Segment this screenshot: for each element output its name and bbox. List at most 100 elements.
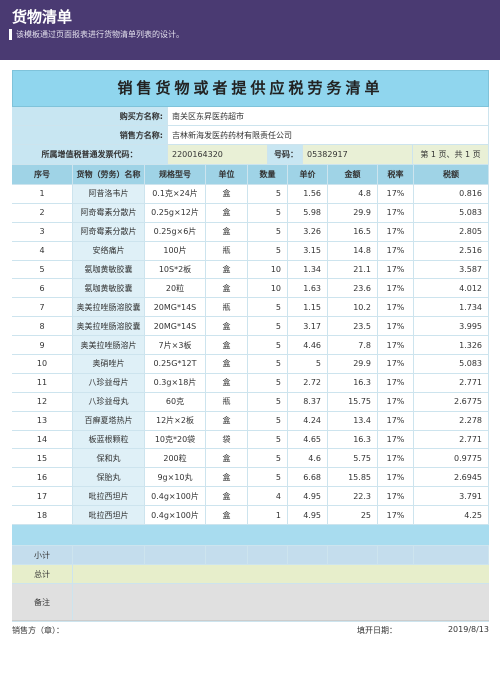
page-description: 该模板通过页面报表进行货物清单列表的设计。 bbox=[16, 30, 184, 39]
item-spec: 0.4g×100片 bbox=[145, 487, 206, 506]
item-amount: 16.3 bbox=[328, 373, 378, 392]
item-quantity: 5 bbox=[248, 317, 288, 336]
item-unit: 盒 bbox=[206, 279, 248, 298]
item-amount: 22.3 bbox=[328, 487, 378, 506]
item-quantity: 5 bbox=[248, 392, 288, 411]
item-unit-price: 1.63 bbox=[288, 279, 328, 298]
item-name: 阿昔洛韦片 bbox=[73, 185, 145, 203]
item-name: 吡拉西坦片 bbox=[73, 506, 145, 525]
item-tax-amount: 2.805 bbox=[414, 222, 489, 241]
item-unit: 瓶 bbox=[206, 241, 248, 260]
table-row: 6 氨咖黄敏胶囊 20粒盒 10 1.63 23.6 17% 4.012 bbox=[12, 279, 489, 299]
table-header: 序号 货物（劳务）名称 规格型号 单位 数量 单价 金额 税率 税额 bbox=[12, 165, 489, 185]
subtotal-cell bbox=[73, 546, 145, 565]
item-quantity: 5 bbox=[248, 222, 288, 241]
row-index: 18 bbox=[12, 506, 73, 525]
item-spec: 100片 bbox=[145, 241, 206, 260]
item-tax-amount: 5.083 bbox=[414, 355, 489, 373]
item-unit: 盒 bbox=[206, 468, 248, 487]
item-name: 阿奇霉素分散片 bbox=[73, 222, 145, 241]
item-unit: 瓶 bbox=[206, 392, 248, 411]
item-tax-amount: 4.012 bbox=[414, 279, 489, 298]
signature-footer: 销售方（章）： 填开日期： 2019/8/13 bbox=[12, 620, 489, 637]
item-unit: 盒 bbox=[206, 185, 248, 203]
item-tax-rate: 17% bbox=[378, 279, 414, 298]
table-row: 7 奥美拉唑肠溶胶囊 20MG*14S 瓶 5 1.15 10.2 17% 1.734 bbox=[12, 298, 489, 318]
item-tax-rate: 17% bbox=[378, 430, 414, 449]
item-quantity: 4 bbox=[248, 487, 288, 506]
item-amount: 23.6 bbox=[328, 279, 378, 298]
table-row: 11 八珍益母片 0.3g×18片盒 5 2.72 16.3 17% 2.771 bbox=[12, 373, 489, 393]
item-unit: 盒 bbox=[206, 336, 248, 355]
row-index: 16 bbox=[12, 468, 73, 487]
item-name: 氨咖黄敏胶囊 bbox=[73, 260, 145, 279]
item-amount: 15.85 bbox=[328, 468, 378, 487]
buyer-label: 购买方名称: bbox=[12, 107, 168, 125]
item-unit: 盒 bbox=[206, 506, 248, 525]
item-quantity: 10 bbox=[248, 260, 288, 279]
item-unit-price: 4.95 bbox=[288, 487, 328, 506]
remark-row: 备注 bbox=[12, 584, 489, 623]
table-row: 10 奥硝唑片 0.25G*12T 盒 5 5 29.9 17% 5.083 bbox=[12, 355, 489, 374]
item-amount: 10.2 bbox=[328, 298, 378, 317]
item-name: 奥美拉唑肠溶胶囊 bbox=[73, 317, 145, 336]
item-unit: 袋 bbox=[206, 430, 248, 449]
item-amount: 21.1 bbox=[328, 260, 378, 279]
subtotal-cell bbox=[248, 546, 288, 565]
item-unit-price: 8.37 bbox=[288, 392, 328, 411]
item-name: 阿奇霉素分散片 bbox=[73, 203, 145, 222]
item-spec: 0.25g×6片 bbox=[145, 222, 206, 241]
item-unit-price: 5.98 bbox=[288, 203, 328, 222]
issue-date-value: 2019/8/13 bbox=[447, 625, 489, 634]
item-amount: 29.9 bbox=[328, 203, 378, 222]
item-unit: 盒 bbox=[206, 260, 248, 279]
subtotal-cell bbox=[328, 546, 378, 565]
item-quantity: 5 bbox=[248, 430, 288, 449]
item-amount: 16.3 bbox=[328, 430, 378, 449]
total-cell bbox=[73, 565, 489, 583]
item-spec: 20MG*14S bbox=[145, 317, 206, 336]
item-name: 奥美拉唑肠溶片 bbox=[73, 336, 145, 355]
item-tax-amount: 3.995 bbox=[414, 317, 489, 336]
header-unit: 单位 bbox=[206, 165, 248, 184]
item-tax-amount: 3.587 bbox=[414, 260, 489, 279]
table-row: 14 板蓝根颗粒 10克*20袋袋 5 4.65 16.3 17% 2.771 bbox=[12, 430, 489, 450]
item-quantity: 5 bbox=[248, 449, 288, 468]
item-unit-price: 3.17 bbox=[288, 317, 328, 336]
table-row: 5 氨咖黄敏胶囊 10S*2板盒 10 1.34 21.1 17% 3.587 bbox=[12, 260, 489, 280]
document-title: 销售货物或者提供应税劳务清单 bbox=[12, 70, 489, 107]
item-tax-amount: 0.9775 bbox=[414, 449, 489, 468]
item-spec: 7片×3板 bbox=[145, 336, 206, 355]
item-unit: 盒 bbox=[206, 373, 248, 392]
item-name: 八珍益母片 bbox=[73, 373, 145, 392]
header-spec: 规格型号 bbox=[145, 165, 206, 184]
item-amount: 16.5 bbox=[328, 222, 378, 241]
item-tax-amount: 2.771 bbox=[414, 430, 489, 449]
remark-cell bbox=[73, 584, 489, 621]
description-marker bbox=[9, 29, 12, 40]
issue-date-label: 填开日期： bbox=[357, 626, 397, 635]
item-tax-amount: 4.25 bbox=[414, 506, 489, 525]
item-unit-price: 3.26 bbox=[288, 222, 328, 241]
total-row: 总计 bbox=[12, 565, 489, 585]
invoice-code-value: 2200164320 bbox=[168, 145, 268, 164]
row-index: 8 bbox=[12, 317, 73, 336]
item-name: 奥硝唑片 bbox=[73, 355, 145, 373]
item-quantity: 5 bbox=[248, 373, 288, 392]
item-tax-rate: 17% bbox=[378, 298, 414, 317]
row-index: 4 bbox=[12, 241, 73, 260]
item-tax-rate: 17% bbox=[378, 355, 414, 373]
table-row: 4 安络痛片 100片瓶 5 3.15 14.8 17% 2.516 bbox=[12, 241, 489, 261]
blank-row bbox=[12, 525, 489, 547]
invoice-number-label: 号码： bbox=[268, 145, 303, 164]
item-name: 吡拉西坦片 bbox=[73, 487, 145, 506]
row-index: 13 bbox=[12, 411, 73, 430]
table-row: 8 奥美拉唑肠溶胶囊 20MG*14S 盒 5 3.17 23.5 17% 3.995 bbox=[12, 317, 489, 337]
header-unit-price: 单价 bbox=[288, 165, 328, 184]
item-amount: 4.8 bbox=[328, 185, 378, 203]
table-row: 17 吡拉西坦片 0.4g×100片盒 4 4.95 22.3 17% 3.791 bbox=[12, 487, 489, 507]
item-tax-rate: 17% bbox=[378, 392, 414, 411]
item-unit: 瓶 bbox=[206, 298, 248, 317]
item-unit: 盒 bbox=[206, 222, 248, 241]
item-unit-price: 2.72 bbox=[288, 373, 328, 392]
